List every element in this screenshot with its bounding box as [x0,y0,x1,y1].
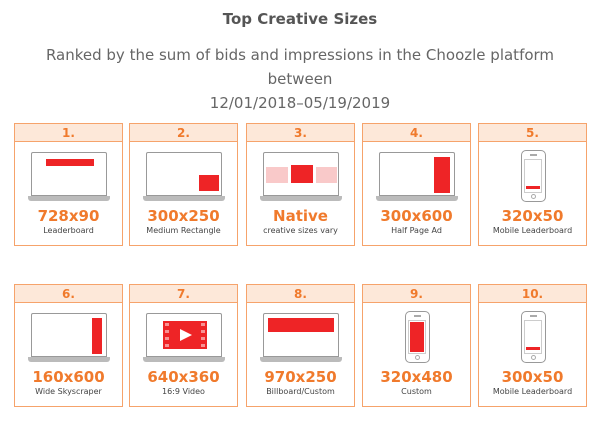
card-rank: 6. [15,285,122,303]
creative-card-3: 3. Native creative sizes vary [246,123,355,246]
card-rank: 8. [247,285,354,303]
creative-card-4: 4. 300x600 Half Page Ad [362,123,471,246]
card-description: 16:9 Video [162,387,205,396]
creative-card-10: 10. 300x50 Mobile Leaderboard [478,284,587,407]
card-size: Native [273,207,328,225]
card-size: 640x360 [147,368,220,386]
creative-card-2: 2. 300x250 Medium Rectangle [129,123,238,246]
card-size: 300x600 [380,207,453,225]
phone-icon [479,303,586,367]
creative-card-1: 1. 728x90 Leaderboard [14,123,123,246]
phone-icon [479,142,586,206]
medium-rectangle-ad-block [199,175,219,191]
card-rank: 9. [363,285,470,303]
card-description: Wide Skyscraper [35,387,102,396]
leaderboard-ad-block [46,159,94,166]
subtitle-line-2: 12/01/2018–05/19/2019 [209,94,391,112]
card-rank: 2. [130,124,237,142]
card-size: 320x480 [380,368,453,386]
mobile-leaderboard-ad-block [526,186,540,189]
subtitle-line-1: Ranked by the sum of bids and impression… [45,46,555,88]
wide-skyscraper-ad-block [92,318,102,354]
card-rank: 5. [479,124,586,142]
native-side-block-left [266,167,288,183]
card-rank: 4. [363,124,470,142]
mobile-leaderboard-ad-block [526,347,540,350]
laptop-icon [15,142,122,206]
creative-card-7: 7. 640x360 16:9 Video [129,284,238,407]
card-description: Leaderboard [43,226,94,235]
creative-card-5: 5. 320x50 Mobile Leaderboard [478,123,587,246]
laptop-icon [15,303,122,367]
laptop-icon [363,142,470,206]
card-description: Mobile Leaderboard [492,387,573,396]
page-subtitle: Ranked by the sum of bids and impression… [30,43,570,115]
laptop-icon [247,303,354,367]
card-size: 970x250 [264,368,337,386]
card-size: 300x50 [501,368,564,386]
play-icon [165,323,205,347]
native-ad-block [291,165,313,183]
card-size: 728x90 [37,207,100,225]
creative-card-6: 6. 160x600 Wide Skyscraper [14,284,123,407]
card-size: 300x250 [147,207,220,225]
card-rank: 7. [130,285,237,303]
card-size: 320x50 [501,207,564,225]
card-rank: 3. [247,124,354,142]
card-description: Mobile Leaderboard [492,226,573,235]
laptop-icon [130,142,237,206]
creative-card-8: 8. 970x250 Billboard/Custom [246,284,355,407]
half-page-ad-block [434,157,450,193]
card-description: Half Page Ad [391,226,442,235]
billboard-ad-block [268,318,334,332]
laptop-icon [247,142,354,206]
card-description: Medium Rectangle [146,226,221,235]
laptop-icon [130,303,237,367]
interstitial-ad-block [410,322,424,352]
native-side-block-right [316,167,337,183]
card-description: creative sizes vary [263,226,338,235]
card-size: 160x600 [32,368,105,386]
card-description: Custom [401,387,432,396]
card-description: Billboard/Custom [266,387,335,396]
page-title: Top Creative Sizes [222,10,378,28]
phone-icon [363,303,470,367]
creative-card-9: 9. 320x480 Custom [362,284,471,407]
card-rank: 1. [15,124,122,142]
video-ad-block [163,321,207,349]
card-rank: 10. [479,285,586,303]
